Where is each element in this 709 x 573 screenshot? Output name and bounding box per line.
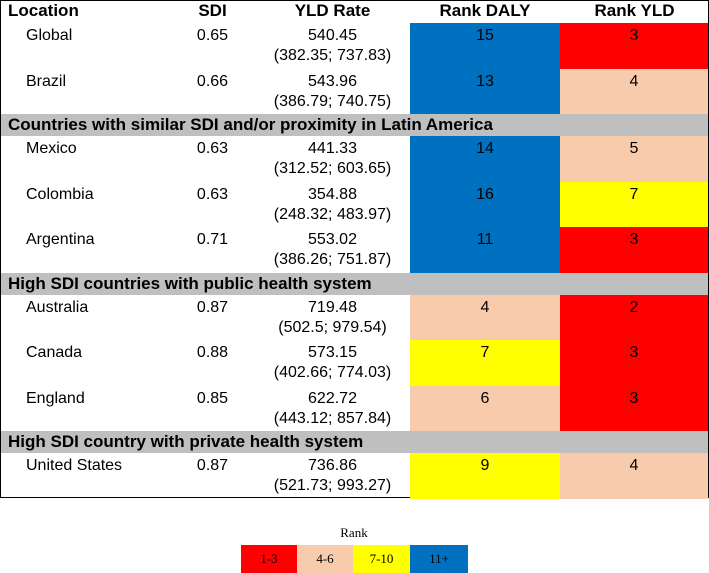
- location: Mexico: [26, 140, 77, 157]
- rank-daly: 11: [476, 231, 494, 248]
- rank-daly: 7: [480, 344, 490, 361]
- yld-ci: (248.32; 483.97): [273, 205, 392, 223]
- yld-ci: (402.66; 774.03): [273, 364, 392, 381]
- rank-yld-cell: [560, 340, 708, 386]
- rank-yld-cell: [560, 68, 708, 114]
- sdi: 0.71: [196, 231, 229, 248]
- sdi: 0.88: [196, 344, 229, 361]
- yld-ci: (382.35; 737.83): [273, 47, 392, 64]
- rank-daly-cell: [410, 23, 560, 69]
- rank-daly: 16: [476, 185, 494, 203]
- location: Colombia: [26, 185, 94, 203]
- rank-daly-cell: [410, 294, 560, 340]
- location: England: [26, 389, 85, 407]
- rank-daly: 15: [476, 27, 494, 44]
- yld-ci: (386.26; 751.87): [273, 251, 392, 268]
- yld-ci: (521.73; 993.27): [273, 477, 392, 494]
- rank-yld-cell: [560, 227, 708, 273]
- yld-rate: 540.45: [308, 27, 357, 44]
- rank-daly-cell: [410, 340, 560, 386]
- rank-daly-cell: [410, 385, 560, 431]
- yld-rate: 622.72: [308, 389, 357, 407]
- yld-rate: 573.15: [308, 344, 357, 361]
- rank-yld-cell: [560, 385, 708, 431]
- rank-daly: 13: [476, 72, 494, 90]
- rank-daly-cell: [410, 181, 560, 227]
- rank-yld-cell: [560, 181, 708, 227]
- yld-rate: 441.33: [308, 140, 357, 157]
- section-title: Countries with similar SDI and/or proxim…: [8, 115, 493, 134]
- sdi: 0.65: [196, 27, 229, 44]
- section-title: High SDI countries with public health sy…: [8, 273, 372, 293]
- location: Brazil: [26, 72, 67, 90]
- header-cell: Location: [8, 1, 79, 20]
- section-row: [1, 114, 708, 136]
- header-cell: Rank YLD: [594, 1, 675, 20]
- rank-daly: 4: [480, 298, 490, 316]
- rank-yld: 3: [629, 231, 639, 248]
- yld-rate: 719.48: [308, 298, 357, 316]
- rank-daly-cell: [410, 453, 560, 499]
- location: United States: [26, 457, 123, 474]
- location: Canada: [26, 344, 83, 361]
- legend-title: Rank: [340, 525, 368, 540]
- sdi: 0.66: [196, 72, 229, 90]
- rank-yld: 4: [629, 72, 639, 90]
- header-cell: SDI: [198, 1, 227, 20]
- rank-daly-cell: [410, 136, 560, 182]
- rank-yld: 3: [629, 344, 639, 361]
- legend-swatch: 1-3: [241, 545, 297, 573]
- sdi: 0.87: [196, 298, 229, 316]
- location: Australia: [26, 298, 89, 316]
- location: Argentina: [26, 231, 95, 248]
- section-row: [1, 272, 708, 295]
- rank-daly-cell: [410, 68, 560, 114]
- rank-daly-cell: [410, 227, 560, 273]
- rank-yld-cell: [560, 294, 708, 340]
- rank-yld: 3: [629, 27, 639, 44]
- rank-yld: 2: [629, 298, 639, 316]
- sdi: 0.87: [196, 457, 229, 474]
- rank-yld: 5: [629, 140, 639, 157]
- sdi: 0.63: [196, 185, 229, 203]
- rank-yld-cell: [560, 23, 708, 69]
- yld-rate: 543.96: [308, 72, 357, 90]
- rank-yld: 4: [629, 457, 639, 474]
- yld-ci: (386.79; 740.75): [273, 92, 392, 110]
- sdi: 0.63: [196, 140, 229, 157]
- rank-yld: 3: [629, 389, 639, 407]
- yld-ci: (502.5; 979.54): [278, 318, 387, 336]
- yld-ci: (312.52; 603.65): [273, 160, 392, 177]
- header-cell: YLD Rate: [294, 1, 371, 20]
- location: Global: [26, 27, 73, 44]
- rank-yld: 7: [629, 185, 639, 203]
- rank-daly: 6: [480, 389, 490, 407]
- yld-rate: 736.86: [308, 457, 357, 474]
- section-row: [1, 431, 708, 453]
- yld-ci: (443.12; 857.84): [273, 409, 392, 427]
- legend-swatch: 7-10: [353, 545, 410, 573]
- section-title: High SDI country with private health sys…: [8, 432, 364, 451]
- legend-swatch: 11+: [410, 545, 468, 573]
- legend-swatch: 4-6: [297, 545, 353, 573]
- rank-yld-cell: [560, 136, 708, 182]
- rank-yld-cell: [560, 453, 708, 499]
- header-cell: Rank DALY: [439, 1, 531, 20]
- yld-rate: 553.02: [308, 231, 357, 248]
- rank-daly: 9: [480, 457, 490, 474]
- sdi: 0.85: [196, 389, 229, 407]
- yld-rate: 354.88: [308, 185, 357, 203]
- rank-daly: 14: [476, 140, 494, 157]
